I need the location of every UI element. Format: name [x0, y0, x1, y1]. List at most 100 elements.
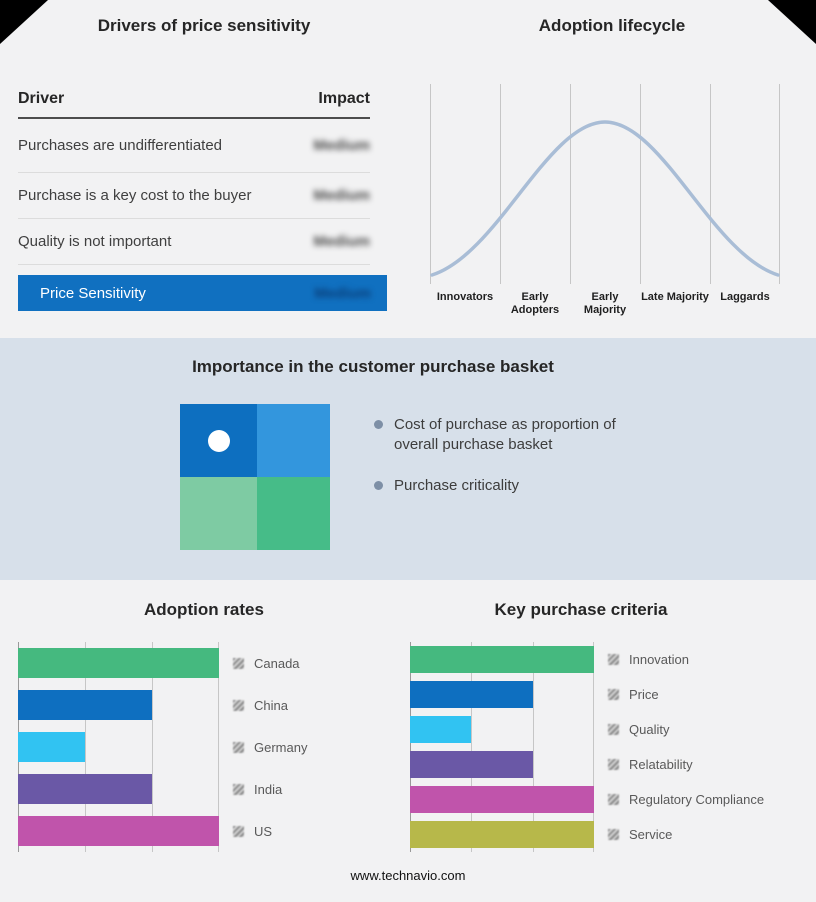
- bar-us: [18, 816, 219, 846]
- top-section: Drivers of price sensitivity Driver Impa…: [0, 0, 816, 338]
- bar-china: [18, 690, 152, 720]
- legend-item-china: China: [233, 684, 307, 726]
- legend-item-germany: Germany: [233, 726, 307, 768]
- bar-row-relatability: [410, 747, 594, 782]
- bullet-item: Purchase criticality: [374, 476, 646, 496]
- legend-label: Service: [629, 827, 673, 842]
- matrix-quadrant-bottom-right: [257, 477, 330, 550]
- bar-row-us: [18, 810, 219, 852]
- bar-row-germany: [18, 726, 219, 768]
- driver-row: Purchase is a key cost to the buyer Medi…: [18, 173, 370, 219]
- bar-canada: [18, 648, 219, 678]
- bullet-icon: [374, 480, 383, 490]
- legend-label: Germany: [254, 739, 308, 755]
- legend-swatch-redacted: [608, 794, 619, 805]
- bar-relatability: [410, 751, 533, 778]
- stage-label: Innovators: [436, 291, 494, 303]
- legend-label: Canada: [254, 655, 300, 671]
- price-sensitivity-row: Price Sensitivity Medium: [18, 275, 387, 311]
- bar-row-regulatory-compliance: [410, 782, 594, 817]
- lifecycle-panel: Adoption lifecycle Innovators Early Adop…: [408, 0, 816, 338]
- gridline: [532, 642, 534, 852]
- impact-value-redacted: Medium: [313, 187, 370, 204]
- bar-row-service: [410, 817, 594, 852]
- stage-label: Early Adopters: [510, 291, 560, 317]
- bullet-icon: [374, 420, 383, 429]
- bar-india: [18, 774, 152, 804]
- basket-content: Cost of purchase as proportion of overal…: [180, 404, 816, 550]
- driver-row: Purchases are undifferentiated Medium: [18, 119, 370, 173]
- drivers-table: Driver Impact Purchases are undifferenti…: [18, 90, 370, 265]
- legend-swatch-redacted: [608, 759, 619, 770]
- legend-item-regulatory-compliance: Regulatory Compliance: [608, 782, 764, 817]
- legend-swatch-redacted: [233, 657, 244, 669]
- gridline: [84, 642, 86, 852]
- bar-row-canada: [18, 642, 219, 684]
- legend-label: Price: [629, 687, 659, 702]
- legend-swatch-redacted: [608, 689, 619, 700]
- matrix-quadrant-top-left: [180, 404, 257, 477]
- gridline: [593, 642, 594, 852]
- legend-swatch-redacted: [608, 654, 619, 665]
- gridline: [218, 642, 219, 852]
- plot-area: [18, 642, 219, 852]
- legend-label: India: [254, 781, 283, 797]
- bar-row-india: [18, 768, 219, 810]
- matrix-quadrant-top-right: [257, 404, 330, 477]
- column-header-driver: Driver: [18, 90, 65, 107]
- lifecycle-chart: Innovators Early Adopters Early Majority…: [430, 84, 780, 317]
- purchase-basket-section: Importance in the customer purchase bask…: [0, 338, 816, 580]
- bar-row-price: [410, 677, 594, 712]
- driver-row: Quality is not important Medium: [18, 219, 370, 265]
- drivers-panel: Drivers of price sensitivity Driver Impa…: [0, 0, 408, 338]
- legend-swatch-redacted: [233, 699, 244, 711]
- bar-row-quality: [410, 712, 594, 747]
- bar-germany: [18, 732, 85, 762]
- driver-label: Quality is not important: [18, 233, 172, 250]
- column-header-impact: Impact: [318, 90, 370, 107]
- legend-swatch-redacted: [233, 825, 244, 837]
- stage-label: Early Majority: [583, 291, 627, 317]
- bell-curve-chart: [430, 84, 780, 284]
- impact-value-redacted: Medium: [314, 284, 371, 302]
- legend-swatch-redacted: [608, 829, 619, 840]
- bullet-item: Cost of purchase as proportion of overal…: [374, 415, 646, 455]
- legend-label: Quality: [629, 722, 670, 737]
- lifecycle-stage-labels: Innovators Early Adopters Early Majority…: [430, 291, 780, 317]
- legend-label: Relatability: [629, 757, 693, 772]
- bar-service: [410, 821, 594, 848]
- matrix-quadrant-bottom-left: [180, 477, 257, 550]
- legend-item-relatability: Relatability: [608, 747, 764, 782]
- legend-swatch-redacted: [233, 741, 244, 753]
- gridline: [152, 642, 153, 852]
- gridline: [471, 642, 473, 852]
- legend-item-service: Service: [608, 817, 764, 852]
- lifecycle-title: Adoption lifecycle: [538, 16, 686, 35]
- bar-quality: [410, 716, 472, 743]
- bell-curve-path: [430, 120, 780, 277]
- legend-label: US: [254, 823, 273, 839]
- bar-innovation: [410, 646, 594, 673]
- chart-area: Canada China Germany India US: [18, 642, 408, 852]
- price-sensitivity-label: Price Sensitivity: [40, 284, 146, 302]
- bottom-charts-section: Adoption rates Canada China Germany India US…: [0, 580, 816, 902]
- legend-item-price: Price: [608, 677, 764, 712]
- bar-row-innovation: [410, 642, 594, 677]
- legend-item-us: US: [233, 810, 307, 852]
- legend-item-canada: Canada: [233, 642, 307, 684]
- drivers-title: Drivers of price sensitivity: [97, 16, 311, 35]
- stage-label: Late Majority: [641, 291, 709, 303]
- basket-bullet-list: Cost of purchase as proportion of overal…: [374, 404, 646, 550]
- legend: Innovation Price Quality Relatability Regula…: [608, 642, 764, 852]
- bar-row-china: [18, 684, 219, 726]
- key-purchase-criteria-chart: Key purchase criteria Innovation Price Qua…: [408, 600, 816, 852]
- adoption-rates-title: Adoption rates: [144, 600, 264, 619]
- legend-item-india: India: [233, 768, 307, 810]
- basket-title: Importance in the customer purchase bask…: [192, 357, 554, 376]
- purchase-basket-matrix: [180, 404, 330, 550]
- legend-label: Innovation: [629, 652, 689, 667]
- plot-area: [410, 642, 594, 852]
- axis-line: [410, 642, 411, 852]
- legend-item-quality: Quality: [608, 712, 764, 747]
